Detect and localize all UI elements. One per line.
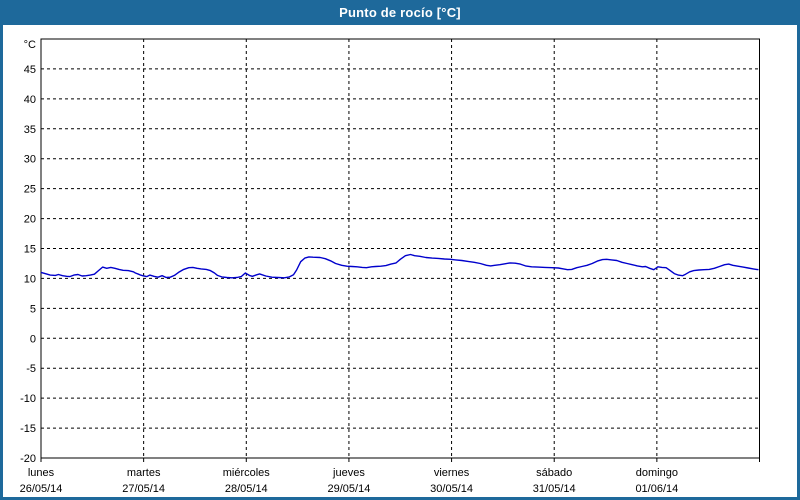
y-tick-label: 15 [24,244,36,256]
y-tick-label: -5 [26,363,36,375]
window-title: Punto de rocío [°C] [339,5,461,20]
x-day-label: jueves [332,467,365,479]
y-tick-label: -10 [20,393,36,405]
y-tick-label: -15 [20,423,36,435]
x-date-label: 30/05/14 [430,483,473,495]
x-day-label: sábado [536,467,572,479]
y-tick-label: 20 [24,214,36,226]
y-tick-label: 35 [24,124,36,136]
x-date-label: 27/05/14 [122,483,165,495]
y-tick-label: 30 [24,154,36,166]
x-day-label: martes [127,467,161,479]
x-date-label: 29/05/14 [328,483,371,495]
y-tick-label: 45 [24,64,36,76]
y-tick-label: 0 [30,333,36,345]
x-date-label: 01/06/14 [635,483,678,495]
x-day-label: miércoles [223,467,271,479]
y-axis-unit-label: °C [24,39,36,51]
x-date-label: 28/05/14 [225,483,268,495]
x-day-label: lunes [28,467,55,479]
window-titlebar: Punto de rocío [°C] [0,0,800,25]
dewpoint-line [40,253,759,279]
y-tick-label: 40 [24,94,36,106]
x-date-label: 31/05/14 [533,483,576,495]
plot-area [40,38,760,459]
y-tick-label: 10 [24,273,36,285]
y-tick-label: -20 [20,453,36,465]
x-day-label: viernes [434,467,470,479]
x-axis [40,39,760,462]
y-tick-label: 25 [24,184,36,196]
x-date-label: 26/05/14 [20,483,63,495]
x-day-label: domingo [636,467,678,479]
y-tick-label: 5 [30,303,36,315]
